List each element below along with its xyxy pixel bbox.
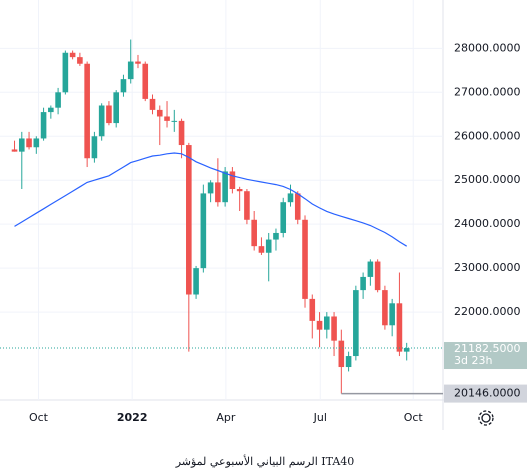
y-tick-label: 23000.0000 — [454, 261, 520, 274]
candle-body — [178, 120, 185, 146]
candle-body — [273, 232, 279, 240]
candle-body — [280, 202, 287, 233]
y-tick-label: 27000.0000 — [454, 85, 520, 98]
candle-body — [309, 298, 316, 321]
y-tick-label: 26000.0000 — [454, 129, 520, 142]
x-tick-label: Oct — [404, 411, 424, 424]
candle-body — [287, 193, 294, 203]
candle-body — [77, 57, 83, 64]
candle-body — [149, 98, 156, 110]
candle-body — [200, 193, 207, 269]
candle-body — [338, 340, 345, 368]
candle-body — [33, 138, 40, 148]
candle-body — [207, 182, 214, 194]
candle-body — [55, 92, 61, 108]
candle-body — [48, 107, 54, 113]
candle-body — [316, 320, 323, 330]
y-tick-label: 25000.0000 — [454, 173, 520, 186]
candle-body — [135, 61, 141, 64]
candle-body — [127, 61, 134, 80]
candle-body — [69, 52, 76, 58]
low-marker-box — [444, 384, 527, 403]
candle-body — [106, 105, 112, 124]
candle-body — [164, 116, 170, 121]
candle-body — [215, 182, 221, 203]
candle-body — [236, 189, 243, 192]
candle-body — [113, 92, 119, 124]
caption: الرسم البياني الأسبوعي لمؤشر ITA40 — [175, 454, 355, 468]
candle-body — [62, 52, 69, 93]
candle-body — [11, 149, 18, 152]
candle-body — [345, 356, 352, 368]
candle-body — [120, 79, 127, 93]
x-tick-label: Oct — [29, 411, 49, 424]
candle-body — [374, 261, 381, 291]
candle-body — [18, 138, 25, 152]
candle-body — [294, 193, 301, 220]
candle-body — [302, 219, 308, 299]
candle-body — [222, 171, 228, 203]
candle-body — [360, 276, 366, 291]
candle-body — [382, 290, 388, 326]
candle-body — [389, 303, 395, 326]
candle-body — [98, 105, 105, 137]
candle-body — [403, 348, 410, 352]
candle-body — [40, 112, 47, 139]
candle-body — [367, 261, 374, 277]
candle-body — [265, 239, 272, 253]
candle-body — [324, 316, 330, 330]
low-marker-label: 20146.0000 — [454, 387, 520, 400]
candle-body — [353, 290, 359, 357]
x-tick-label: Apr — [216, 411, 236, 424]
candle-body — [91, 136, 98, 159]
y-tick-label: 28000.0000 — [454, 41, 520, 54]
candle-body — [331, 316, 337, 341]
candle-body — [156, 109, 163, 117]
candle-body — [171, 120, 178, 122]
candle-body — [251, 219, 257, 247]
plot-area — [0, 0, 443, 400]
candle-body — [84, 63, 90, 159]
y-tick-label: 22000.0000 — [454, 305, 520, 318]
y-tick-label: 24000.0000 — [454, 217, 520, 230]
moving-average — [14, 152, 408, 247]
settings-icon[interactable] — [478, 410, 494, 426]
x-tick-label: Jul — [313, 411, 327, 424]
candle-body — [244, 191, 250, 220]
candle-body — [193, 268, 199, 295]
countdown-label: 3d 23h — [454, 354, 492, 367]
x-tick-label: 2022 — [117, 411, 148, 424]
last-price-box — [444, 342, 527, 370]
candle-body — [229, 171, 236, 190]
candle-body — [26, 138, 32, 148]
candle-body — [186, 145, 192, 295]
last-price-label: 21182.5000 — [454, 342, 520, 355]
candle-body — [396, 303, 403, 352]
candle-body — [258, 246, 265, 253]
candle-body — [142, 63, 149, 99]
